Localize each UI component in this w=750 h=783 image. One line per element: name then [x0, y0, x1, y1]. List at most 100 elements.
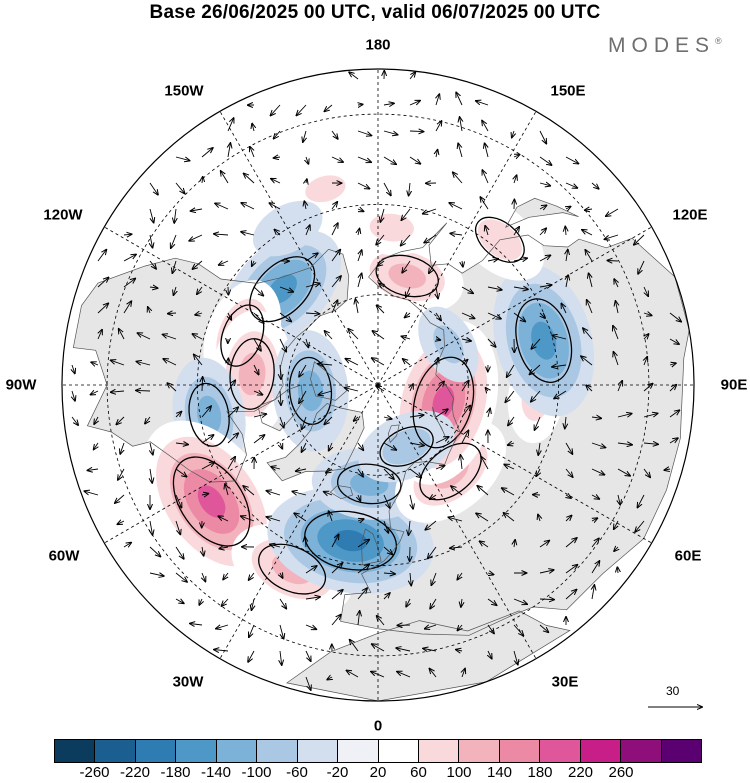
lon-label-30w: 30W: [172, 673, 204, 691]
wind-arrow: [193, 334, 203, 340]
wind-arrow: [216, 625, 229, 629]
wind-arrow: [485, 226, 488, 236]
wind-arrow: [607, 261, 619, 262]
wind-arrow: [486, 388, 488, 391]
wind-arrow: [430, 669, 437, 678]
wind-arrow: [457, 572, 462, 580]
wind-arrow: [539, 570, 554, 573]
wind-arrow: [508, 416, 515, 425]
wind-arrow: [305, 676, 311, 690]
wind-arrow: [252, 124, 254, 132]
wind-arrow: [306, 156, 308, 164]
wind-arrow: [279, 286, 293, 292]
lon-label-120e: 120E: [672, 206, 708, 224]
wind-arrow: [214, 650, 229, 651]
wind-arrow: [405, 313, 410, 317]
wind-arrow: [296, 469, 307, 471]
wind-arrow: [539, 285, 552, 287]
wind-arrow: [175, 468, 187, 477]
wind-arrow: [591, 468, 604, 475]
wind-arrow: [582, 230, 593, 236]
wind-arrow: [488, 409, 490, 418]
wind-arrow: [274, 130, 281, 139]
wind-arrow: [461, 286, 473, 293]
wind-arrow: [331, 563, 342, 574]
wind-arrow: [591, 442, 605, 448]
wind-arrow: [513, 155, 520, 157]
coastline: [266, 403, 365, 482]
wind-arrow: [241, 516, 255, 522]
wind-arrow: [423, 208, 437, 214]
wind-arrow: [450, 233, 463, 235]
wind-arrow: [324, 492, 333, 495]
wind-arrow: [331, 156, 343, 162]
colorbar-cell-5: [257, 740, 298, 762]
wind-arrow: [168, 313, 177, 314]
wind-arrow: [614, 279, 618, 288]
wind-arrow: [476, 513, 489, 522]
wind-arrow: [358, 494, 360, 501]
colorbar-cell-14: [621, 740, 662, 762]
wind-arrow: [383, 593, 390, 600]
wind-arrow: [383, 520, 388, 533]
wind-arrow: [249, 572, 255, 580]
wind-arrow: [487, 312, 501, 319]
wind-arrow: [306, 225, 310, 236]
wind-arrow: [149, 260, 156, 269]
wind-arrow: [219, 547, 229, 549]
wind-arrow: [348, 329, 359, 340]
colorbar-tick-label: 260: [608, 764, 634, 781]
wind-arrow: [195, 313, 203, 315]
colorbar-cell-13: [580, 740, 622, 762]
wind-arrow: [373, 331, 385, 340]
wind-arrow: [227, 118, 234, 132]
wind-arrow: [383, 417, 392, 419]
wind-arrow: [591, 182, 599, 189]
wind-arrow: [94, 442, 98, 449]
wind-arrow: [150, 520, 153, 535]
reference-wind-label: 30: [666, 684, 680, 698]
wind-arrow: [175, 443, 188, 445]
anomaly-contour: [249, 256, 316, 323]
wind-arrow: [319, 390, 333, 395]
wind-arrow: [669, 410, 679, 418]
wind-arrow: [539, 541, 549, 548]
wind-arrow: [149, 287, 157, 288]
wind-arrow: [85, 491, 99, 496]
wind-arrow: [507, 364, 515, 377]
wind-arrow: [566, 207, 571, 209]
wind-arrow: [487, 259, 498, 261]
wind-arrow: [530, 364, 541, 374]
wind-arrow: [350, 640, 359, 652]
wind-arrow: [346, 359, 359, 366]
wind-arrow: [94, 416, 98, 424]
wind-arrow: [279, 312, 291, 321]
wind-arrow: [513, 227, 519, 236]
wind-arrow: [539, 228, 546, 236]
wind-arrow: [565, 590, 576, 600]
wind-arrow: [331, 590, 343, 600]
wind-arrow: [539, 255, 550, 262]
wind-arrow: [461, 455, 463, 470]
wind-arrow: [241, 232, 255, 235]
wind-arrow: [513, 258, 527, 261]
wind-arrow: [409, 72, 415, 80]
lon-label-150w: 150W: [164, 82, 204, 100]
wind-arrow: [554, 390, 567, 399]
wind-arrow: [72, 364, 75, 373]
wind-arrow: [449, 203, 463, 210]
wind-arrow: [175, 412, 181, 418]
wind-arrow: [250, 147, 254, 158]
wind-arrow: [565, 468, 573, 477]
wind-arrow: [199, 598, 202, 605]
wind-arrow: [145, 416, 151, 424]
wind-arrow: [325, 331, 333, 340]
colorbar-cell-6: [297, 740, 339, 762]
wind-arrow: [482, 170, 489, 184]
wind-arrow: [485, 143, 488, 158]
wind-arrow: [480, 197, 489, 210]
wind-arrow: [643, 468, 650, 477]
wind-arrow: [513, 598, 527, 604]
wind-arrow: [644, 286, 648, 296]
